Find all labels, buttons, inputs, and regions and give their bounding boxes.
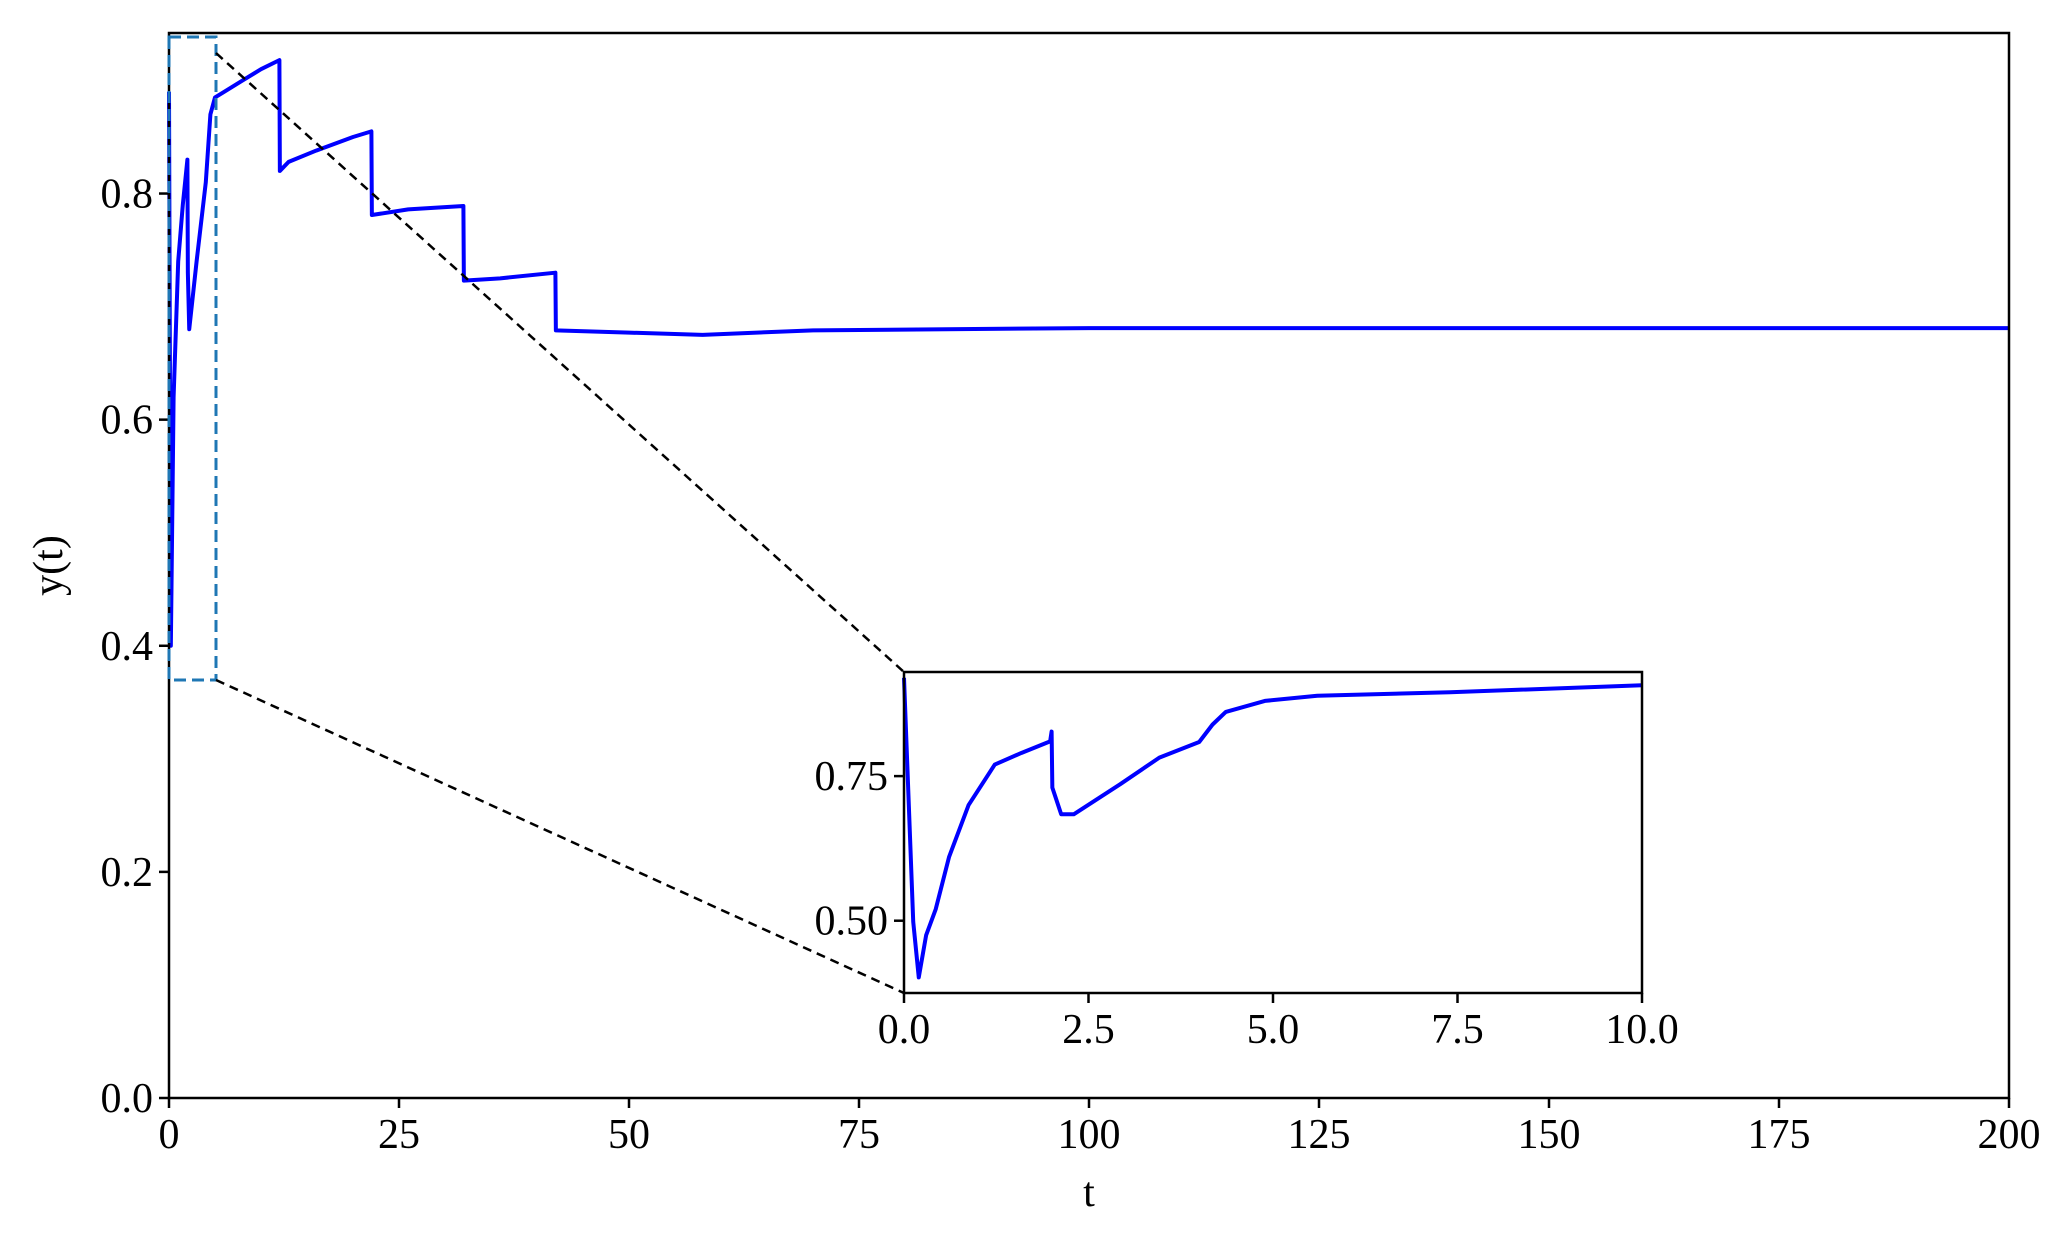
y-tick-label: 0.6 bbox=[101, 398, 154, 444]
x-tick-label: 25 bbox=[378, 1112, 420, 1158]
x-tick-label: 7.5 bbox=[1431, 1007, 1484, 1053]
x-tick-label: 5.0 bbox=[1247, 1007, 1300, 1053]
zoom-connector bbox=[215, 678, 905, 995]
x-tick-label: 100 bbox=[1058, 1112, 1121, 1158]
data-line bbox=[902, 677, 1643, 980]
x-axis-label: t bbox=[1083, 1170, 1095, 1216]
zoom-connector bbox=[215, 52, 905, 673]
x-tick-label: 0 bbox=[159, 1112, 180, 1158]
x-tick-label: 0.0 bbox=[878, 1007, 931, 1053]
x-tick-label: 175 bbox=[1748, 1112, 1811, 1158]
x-tick-label: 200 bbox=[1978, 1112, 2041, 1158]
y-tick-label: 0.50 bbox=[815, 899, 889, 945]
x-tick-label: 125 bbox=[1288, 1112, 1351, 1158]
y-tick-label: 0.0 bbox=[101, 1076, 154, 1122]
x-tick-label: 75 bbox=[838, 1112, 880, 1158]
x-tick-label: 2.5 bbox=[1062, 1007, 1115, 1053]
y-tick-label: 0.75 bbox=[815, 754, 889, 800]
x-tick-label: 10.0 bbox=[1605, 1007, 1679, 1053]
x-tick-label: 150 bbox=[1518, 1112, 1581, 1158]
zoom-box bbox=[167, 35, 218, 682]
y-tick-label: 0.2 bbox=[101, 850, 154, 896]
data-line bbox=[167, 58, 2009, 648]
x-tick-label: 50 bbox=[608, 1112, 650, 1158]
y-tick-label: 0.4 bbox=[101, 624, 154, 670]
y-axis-label: y(t) bbox=[26, 535, 72, 596]
plot-area bbox=[904, 672, 1642, 993]
y-tick-label: 0.8 bbox=[101, 172, 154, 218]
